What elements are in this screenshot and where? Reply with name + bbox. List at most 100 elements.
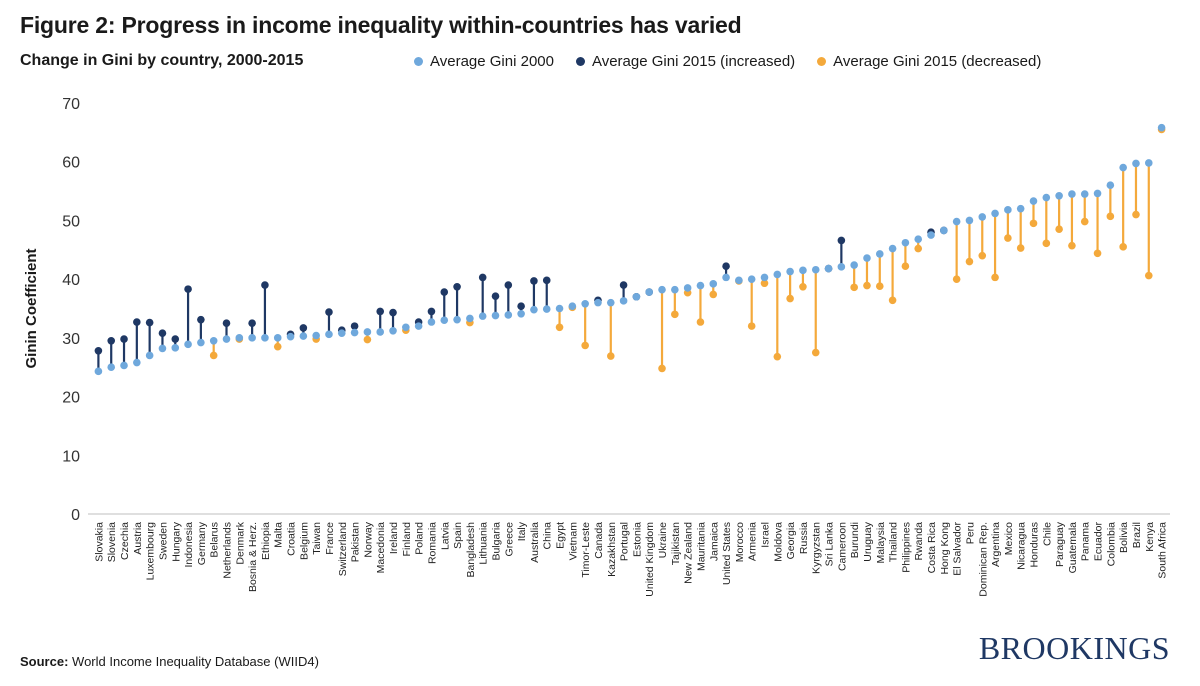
- x-tick-label: Morocco: [734, 522, 746, 562]
- gini-2015-decreased-point: [1119, 243, 1127, 251]
- gini-2015-decreased-point: [1106, 212, 1115, 221]
- chart-title: Figure 2: Progress in income inequality …: [20, 12, 742, 38]
- x-tick-label: El Salvador: [952, 522, 964, 576]
- gini-2015-decreased-point: [273, 342, 282, 351]
- gini-2000-point: [555, 304, 564, 313]
- gini-2000-point: [530, 305, 538, 314]
- legend-swatch-gini-2015-decreased: [817, 57, 827, 66]
- gini-2015-increased-point: [376, 307, 385, 316]
- gini-2015-increased-point: [517, 302, 525, 310]
- gini-2000-point: [1055, 191, 1063, 200]
- legend-item-gini-2000: Average Gini 2000: [414, 53, 554, 70]
- gini-2015-increased-point: [542, 276, 551, 285]
- gini-2015-decreased-point: [696, 318, 705, 326]
- x-tick-label: Kazakhstan: [606, 522, 618, 577]
- gini-2000-point: [1016, 204, 1025, 213]
- x-tick-label: New Zealand: [683, 522, 695, 584]
- gini-2015-decreased-point: [747, 322, 756, 330]
- y-axis-label: Ginin Coefficient: [23, 248, 40, 368]
- gini-2015-increased-point: [504, 281, 513, 289]
- gini-2000-point: [799, 266, 807, 275]
- x-tick-label: Russia: [798, 522, 810, 554]
- gini-2015-decreased-point: [850, 283, 858, 292]
- x-tick-label: France: [324, 522, 336, 555]
- y-tick-label: 10: [62, 448, 80, 465]
- gini-2015-increased-point: [261, 281, 269, 289]
- gini-2000-point: [658, 285, 666, 294]
- gini-2000-point: [927, 231, 935, 239]
- gini-2000-point: [325, 330, 333, 339]
- x-tick-label: Netherlands: [222, 522, 234, 579]
- gini-2000-point: [133, 358, 141, 367]
- gini-2000-point: [466, 314, 474, 323]
- gini-2015-decreased-point: [1132, 210, 1140, 219]
- legend-label-gini-2000: Average Gini 2000: [430, 53, 554, 70]
- gini-2015-decreased-point: [773, 352, 782, 361]
- gini-2015-decreased-point: [1016, 244, 1025, 252]
- gini-2000-point: [453, 315, 461, 324]
- gini-2015-decreased-point: [1004, 234, 1012, 242]
- x-tick-label: Poland: [414, 522, 426, 555]
- gini-2000-point: [363, 328, 372, 336]
- x-tick-label: Romania: [426, 522, 438, 564]
- x-tick-label: Moldova: [772, 522, 784, 562]
- gini-2000-point: [837, 263, 846, 271]
- gini-2000-point: [184, 340, 192, 349]
- x-tick-label: Kyrgyzstan: [811, 522, 823, 574]
- gini-2000-point: [632, 292, 641, 301]
- x-tick-label: Bulgaria: [491, 522, 503, 561]
- y-tick-label: 30: [62, 331, 80, 348]
- gini-2000-point: [940, 226, 948, 235]
- gini-2000-point: [376, 328, 385, 336]
- gini-2000-point: [786, 267, 794, 276]
- gini-2000-point: [747, 275, 756, 283]
- x-tick-label: Pakistan: [350, 522, 362, 562]
- gini-2000-point: [337, 329, 346, 337]
- gini-2015-decreased-point: [991, 273, 999, 282]
- x-tick-label: Hong Kong: [939, 522, 951, 575]
- x-tick-label: Taiwan: [311, 522, 323, 555]
- x-tick-label: Bangladesh: [465, 522, 477, 578]
- x-tick-label: Armenia: [747, 522, 759, 561]
- gini-2015-increased-point: [107, 336, 116, 345]
- gini-2015-increased-point: [158, 329, 167, 337]
- x-tick-label: Germany: [196, 521, 208, 565]
- gini-2015-increased-point: [837, 236, 846, 245]
- gini-2000-point: [491, 311, 500, 320]
- gini-2015-decreased-point: [671, 310, 679, 319]
- gini-2000-point: [427, 318, 436, 326]
- y-tick-label: 60: [62, 155, 80, 172]
- legend-label-gini-2015-decreased: Average Gini 2015 (decreased): [833, 53, 1042, 70]
- gini-2015-decreased-point: [863, 281, 871, 290]
- gini-2000-point: [299, 332, 308, 340]
- source-label: Source:: [20, 654, 69, 669]
- gini-2000-point: [914, 235, 923, 244]
- gini-2015-increased-point: [722, 262, 730, 271]
- x-tick-label: Belgium: [298, 522, 310, 560]
- x-tick-label: South Africa: [1157, 522, 1169, 579]
- x-tick-label: Egypt: [555, 522, 567, 549]
- x-tick-label: Macedonia: [375, 522, 387, 574]
- x-tick-label: United Kingdom: [644, 522, 656, 597]
- gini-2000-point: [1093, 189, 1102, 198]
- x-tick-label: Hungary: [170, 521, 182, 561]
- gini-2000-point: [850, 261, 858, 269]
- gini-2000-point: [1144, 159, 1153, 167]
- gini-2015-increased-point: [248, 319, 256, 327]
- gini-2000-point: [952, 217, 961, 226]
- gini-2000-point: [158, 344, 167, 353]
- gini-2000-point: [991, 209, 999, 218]
- gini-2000-point: [478, 312, 487, 320]
- gini-2015-decreased-point: [1093, 249, 1102, 258]
- gini-2000-point: [120, 361, 128, 370]
- source-text: World Income Inequality Database (WIID4): [72, 654, 319, 669]
- gini-2000-point: [1106, 181, 1115, 189]
- gini-2015-decreased-point: [1042, 239, 1051, 248]
- x-tick-label: Spain: [452, 522, 464, 549]
- gini-2000-point: [978, 213, 987, 221]
- x-tick-label: Croatia: [286, 522, 298, 556]
- gini-2015-increased-point: [427, 307, 436, 316]
- gini-2015-increased-point: [530, 277, 538, 285]
- gini-2015-decreased-point: [581, 341, 589, 350]
